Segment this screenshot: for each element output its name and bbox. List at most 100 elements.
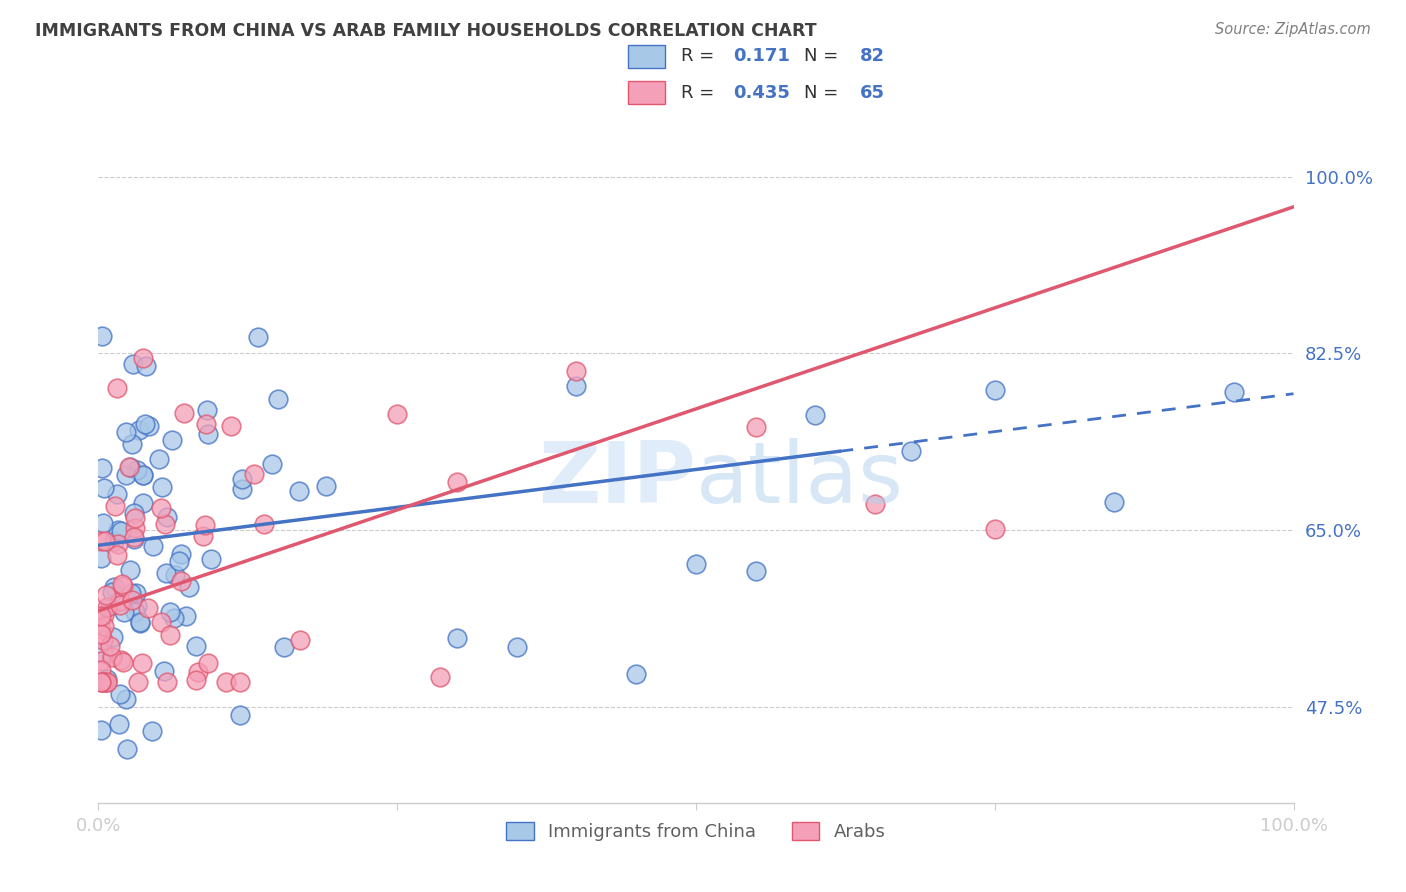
Point bbox=[122, 357, 145, 371]
Point bbox=[93, 674, 115, 689]
Point bbox=[96, 674, 118, 689]
Text: 65: 65 bbox=[860, 84, 884, 102]
Point bbox=[110, 524, 132, 538]
Point bbox=[121, 593, 143, 607]
Point bbox=[200, 551, 222, 566]
Point bbox=[155, 566, 177, 581]
Point bbox=[184, 639, 207, 653]
Point bbox=[101, 650, 124, 665]
Point bbox=[215, 674, 238, 689]
Point bbox=[93, 618, 115, 632]
Point bbox=[110, 687, 132, 701]
Point bbox=[115, 742, 138, 756]
Point bbox=[565, 378, 588, 392]
Legend: Immigrants from China, Arabs: Immigrants from China, Arabs bbox=[492, 807, 900, 855]
Point bbox=[187, 665, 209, 680]
Text: 0.435: 0.435 bbox=[733, 84, 790, 102]
Point bbox=[1104, 495, 1126, 509]
Point bbox=[104, 499, 127, 513]
Point bbox=[90, 329, 112, 343]
Point bbox=[315, 479, 337, 493]
Text: Source: ZipAtlas.com: Source: ZipAtlas.com bbox=[1215, 22, 1371, 37]
Point bbox=[229, 707, 252, 722]
Point bbox=[90, 609, 112, 624]
Point bbox=[385, 407, 409, 421]
Point bbox=[96, 674, 118, 689]
Point bbox=[155, 516, 177, 531]
Point bbox=[984, 522, 1007, 536]
Point bbox=[900, 444, 922, 458]
Point bbox=[1223, 385, 1246, 400]
Point bbox=[127, 463, 149, 477]
Point bbox=[159, 628, 181, 642]
Point bbox=[141, 724, 163, 739]
Point bbox=[107, 523, 129, 537]
Point bbox=[90, 664, 112, 678]
Point bbox=[138, 419, 160, 434]
Point bbox=[115, 692, 138, 706]
Point bbox=[124, 521, 146, 535]
Point bbox=[91, 646, 114, 660]
Point bbox=[288, 632, 311, 647]
Point bbox=[247, 330, 270, 344]
Point bbox=[101, 584, 124, 599]
Point bbox=[91, 461, 114, 475]
Point bbox=[107, 716, 129, 731]
Point bbox=[865, 497, 887, 511]
Point bbox=[167, 554, 190, 568]
Text: R =: R = bbox=[681, 84, 720, 102]
Point bbox=[108, 593, 131, 607]
Point bbox=[91, 633, 114, 648]
Point bbox=[110, 653, 132, 667]
Point bbox=[745, 564, 768, 578]
Point bbox=[745, 419, 768, 434]
Point bbox=[124, 606, 146, 620]
Text: N =: N = bbox=[804, 47, 844, 65]
Point bbox=[90, 674, 112, 689]
Point bbox=[429, 670, 451, 684]
Point bbox=[565, 364, 588, 378]
Point bbox=[114, 605, 136, 619]
Point bbox=[125, 586, 148, 600]
Point bbox=[131, 468, 153, 483]
Point bbox=[174, 609, 197, 624]
Point bbox=[93, 481, 115, 495]
Point bbox=[446, 475, 468, 489]
Point bbox=[124, 506, 146, 520]
Point bbox=[107, 537, 129, 551]
Point bbox=[90, 654, 112, 668]
Point bbox=[94, 588, 117, 602]
Point bbox=[446, 631, 468, 645]
Point bbox=[193, 529, 215, 543]
Point bbox=[101, 630, 124, 644]
Point bbox=[120, 460, 142, 475]
Point bbox=[173, 406, 195, 420]
FancyBboxPatch shape bbox=[628, 81, 665, 104]
Point bbox=[114, 425, 136, 440]
Point bbox=[153, 664, 176, 678]
Point bbox=[131, 496, 153, 510]
Point bbox=[177, 581, 200, 595]
Point bbox=[194, 417, 217, 431]
Point bbox=[90, 723, 112, 737]
Point bbox=[125, 599, 148, 613]
Point bbox=[506, 640, 529, 655]
Point bbox=[131, 656, 153, 670]
Point bbox=[142, 539, 165, 553]
Text: ZIP: ZIP bbox=[538, 439, 696, 522]
Point bbox=[103, 533, 125, 548]
Point bbox=[105, 548, 128, 562]
Point bbox=[124, 511, 146, 525]
Point bbox=[108, 598, 131, 612]
Point bbox=[231, 483, 253, 497]
Point bbox=[122, 530, 145, 544]
Point bbox=[124, 532, 146, 546]
Point bbox=[120, 586, 142, 600]
Point bbox=[231, 472, 253, 486]
Point bbox=[111, 656, 134, 670]
Point bbox=[128, 423, 150, 437]
Point bbox=[90, 551, 112, 566]
Point bbox=[170, 574, 193, 588]
Point bbox=[90, 622, 112, 636]
Text: 0.171: 0.171 bbox=[733, 47, 790, 65]
